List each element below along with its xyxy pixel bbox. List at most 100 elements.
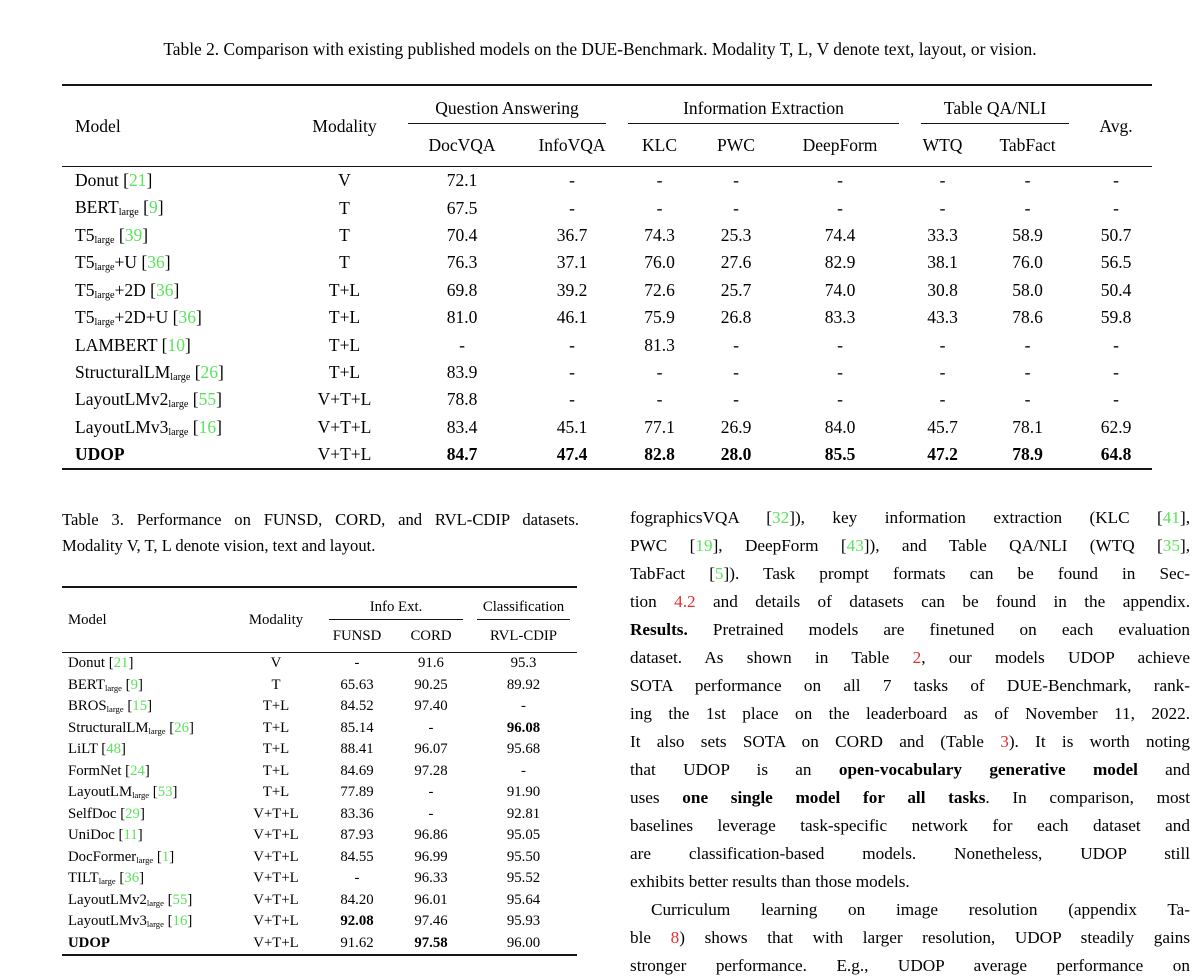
group-header: Question Answering	[397, 85, 617, 124]
model-cell: SelfDoc [29]	[62, 804, 230, 826]
citation-bracket: ]	[169, 848, 175, 865]
citation-bracket: [	[163, 891, 173, 908]
value-cell: 81.0	[446, 307, 478, 328]
modality-cell: T+L	[262, 784, 290, 801]
col-header-modality: Modality	[230, 587, 322, 653]
model-cell: LayoutLMv3large [16]	[62, 911, 230, 933]
citation-number: 53	[157, 784, 173, 801]
citation-bracket: [	[157, 334, 168, 355]
value-cell: -	[939, 361, 946, 382]
value-cell: 95.68	[506, 741, 541, 758]
model-size-subscript: large	[170, 372, 191, 384]
table-row: LayoutLMv2large [55] V+T+L 84.20 96.01 95.64	[62, 890, 577, 912]
model-name: LiLT	[68, 741, 98, 758]
model-size-subscript: large	[146, 919, 164, 930]
section-reference: 3	[1000, 732, 1009, 751]
model-name: FormNet	[68, 762, 122, 779]
value-cell: -	[1113, 197, 1119, 218]
body-text: baselines leverage task-specific network…	[630, 816, 1190, 835]
citation-number: 39	[124, 224, 143, 245]
value-cell: -	[569, 389, 575, 410]
value-cell: 47.4	[556, 444, 588, 465]
section-reference: 2	[912, 648, 922, 667]
table-row: Donut [21] V 72.1 - - - - - - -	[62, 167, 1152, 195]
value-cell: 26.9	[720, 416, 752, 437]
citation-bracket: ]	[128, 655, 134, 672]
col-header-pwc: PWC	[702, 124, 770, 167]
col-header-wtq: WTQ	[910, 124, 975, 167]
citation-number: 48	[106, 741, 122, 758]
model-size-subscript: large	[98, 876, 116, 887]
body-text: Pretrained models are finetuned on each …	[687, 620, 1190, 639]
model-cell: UDOP	[62, 933, 230, 956]
citation-bracket: ]	[172, 784, 178, 801]
col-header-deepform: DeepForm	[770, 124, 910, 167]
value-cell: 62.9	[1100, 416, 1132, 437]
table-row: T5large+U [36] T 76.3 37.1 76.0 27.6 82.9 38.1 7…	[62, 249, 1152, 276]
value-cell: 84.55	[340, 848, 374, 865]
citation-number: 36	[124, 870, 140, 887]
col-header-cord: CORD	[392, 620, 471, 653]
body-text: TabFact [	[630, 564, 715, 583]
value-cell: 83.36	[340, 805, 374, 822]
modality-cell: V+T+L	[253, 934, 299, 951]
value-cell: -	[1024, 361, 1031, 382]
header-row-groups: Model Modality Info Ext. Classification	[62, 587, 577, 653]
model-name: TILT	[68, 870, 99, 887]
value-cell: -	[1113, 334, 1119, 355]
citation-bracket: ]	[164, 252, 171, 273]
table-row: BROSlarge [15] T+L 84.52 97.40 -	[62, 696, 577, 718]
group-header-label: Table QA/NLI	[921, 98, 1070, 124]
citation-bracket: ]	[188, 719, 194, 736]
value-cell: 37.1	[556, 252, 588, 273]
value-cell: 76.0	[1012, 252, 1043, 273]
model-name: LayoutLMv3	[75, 416, 169, 437]
modality-cell: T	[339, 224, 350, 245]
model-size-subscript: large	[136, 854, 154, 865]
value-cell: 84.0	[824, 416, 856, 437]
model-name: StructuralLM	[68, 719, 149, 736]
citation-bracket: ]	[216, 389, 222, 410]
value-cell: 83.9	[446, 361, 478, 382]
value-cell: -	[428, 719, 434, 736]
table-row: BERTlarge [9] T 67.5 - - - - - - -	[62, 194, 1152, 221]
model-cell: LayoutLMlarge [53]	[62, 782, 230, 804]
body-text-line: SOTA performance on all 7 tasks of DUE-B…	[630, 672, 1190, 700]
table-header: Model Modality Info Ext. Classification FUNS…	[62, 587, 578, 653]
modality-cell: V+T+L	[253, 913, 299, 930]
value-cell: 97.58	[414, 934, 448, 951]
value-cell: -	[939, 334, 946, 355]
table-body: Donut [21] V -91.6 95.3 BERTlarge [9] T 65.63 9…	[62, 653, 577, 956]
value-cell: -	[459, 334, 465, 355]
group-header: Table QA/NLI	[910, 85, 1080, 124]
citation-bracket: [	[168, 307, 179, 328]
model-name: T5	[75, 252, 95, 273]
citation-bracket: ]	[139, 870, 145, 887]
model-name: SelfDoc	[68, 805, 117, 822]
model-name-suffix: +2D+U	[114, 307, 169, 328]
value-cell: 28.0	[720, 444, 752, 465]
value-cell: 64.8	[1100, 444, 1132, 465]
value-cell: 89.92	[506, 676, 541, 693]
value-cell: 84.20	[340, 891, 374, 908]
body-text-line: that UDOP is an open-vocabulary generati…	[630, 756, 1190, 784]
model-size-subscript: large	[168, 399, 189, 411]
value-cell: 77.1	[644, 416, 675, 437]
modality-cell: V+T+L	[317, 444, 372, 465]
citation-bracket: [	[165, 719, 175, 736]
citation-bracket: ]	[218, 361, 224, 382]
body-text: and details of datasets can be found in …	[695, 592, 1190, 611]
table-row: SelfDoc [29] V+T+L 83.36 - 92.81	[62, 804, 577, 826]
citation-number: 41	[1162, 508, 1180, 527]
table-row: BERTlarge [9] T 65.63 90.25 89.92	[62, 675, 577, 697]
value-cell: -	[837, 170, 843, 191]
value-cell: 25.7	[720, 279, 752, 300]
body-text: ]), and Table QA/NLI (WTQ [	[863, 536, 1163, 555]
citation-number: 26	[174, 719, 189, 736]
value-cell: 92.81	[506, 805, 541, 822]
value-cell: 46.1	[556, 307, 588, 328]
modality-cell: V	[270, 655, 282, 672]
value-cell: 43.3	[927, 307, 958, 328]
value-cell: -	[939, 197, 946, 218]
citation-bracket: [	[105, 655, 114, 672]
